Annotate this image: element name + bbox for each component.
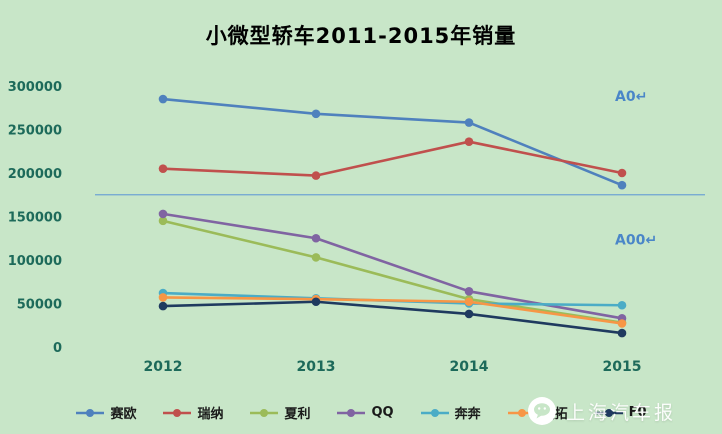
series-line-6 [161,300,624,335]
y-axis-tick-label: 100000 [8,254,62,269]
legend-item-3: QQ [336,405,394,420]
data-point-4-3 [617,300,627,310]
y-axis-tick-label: 250000 [8,124,62,139]
data-point-5-0 [158,293,168,302]
data-point-0-0 [158,94,168,104]
legend-marker-icon [594,408,623,417]
legend-label: 赛欧 [110,407,137,422]
y-axis-tick-label: 0 [53,341,62,356]
x-axis-tick-label: 2015 [603,359,642,375]
legend-label: F0 [628,405,647,420]
watermark-text: 上海汽车报 [565,401,676,424]
x-axis-tick-label: 2014 [450,359,489,375]
data-point-2-0 [158,216,168,226]
x-axis-tick-label: 2013 [297,359,336,375]
data-point-1-2 [464,137,474,146]
data-point-0-1 [311,109,321,119]
legend-marker-icon [420,408,449,417]
legend-label: 瑞纳 [197,407,224,422]
data-point-3-1 [311,233,321,243]
legend-label: 夏利 [284,407,311,422]
data-point-2-1 [311,253,321,262]
legend-marker-icon [337,408,366,417]
y-axis-tick-label: 200000 [8,167,62,182]
y-axis-tick-label: 300000 [8,80,62,95]
data-point-6-0 [158,301,168,311]
legend-marker-icon [76,408,105,417]
data-point-6-2 [464,309,474,319]
legend-item-4: 奔奔 [420,403,481,422]
data-point-1-1 [311,171,321,180]
data-point-5-2 [464,297,474,307]
y-axis-tick-label: 150000 [8,211,62,226]
segment-annotation-1: A00↵ [615,232,657,248]
series-line-1 [161,140,624,177]
watermark: 上海汽车报 [527,396,676,426]
series-line-0 [161,97,624,187]
data-point-5-3 [617,319,627,328]
legend-marker-icon [250,408,279,417]
y-axis-tick-label: 50000 [17,298,62,313]
legend-item-1: 瑞纳 [162,403,223,422]
data-point-6-3 [617,328,627,338]
series-line-3 [161,212,624,320]
segment-annotation-0: A0↵ [615,89,647,105]
legend-item-6: F0 [594,405,647,420]
wechat-icon [527,397,556,425]
legend-label: 奔奔 [454,407,481,422]
data-point-6-1 [311,297,321,307]
data-point-1-0 [158,164,168,173]
data-point-3-2 [464,287,474,296]
data-point-1-3 [617,168,627,178]
legend-item-2: 夏利 [249,403,310,422]
data-point-3-0 [158,209,168,219]
legend-label: QQ [371,405,394,420]
legend-item-0: 赛欧 [75,403,136,422]
data-point-0-2 [464,118,474,127]
x-axis-tick-label: 2012 [144,359,183,375]
data-point-0-3 [617,180,627,190]
series-line-5 [161,296,624,325]
chart-title: 小微型轿车2011-2015年销量 [205,24,517,48]
legend-marker-icon [163,408,192,417]
series-line-2 [161,219,624,324]
